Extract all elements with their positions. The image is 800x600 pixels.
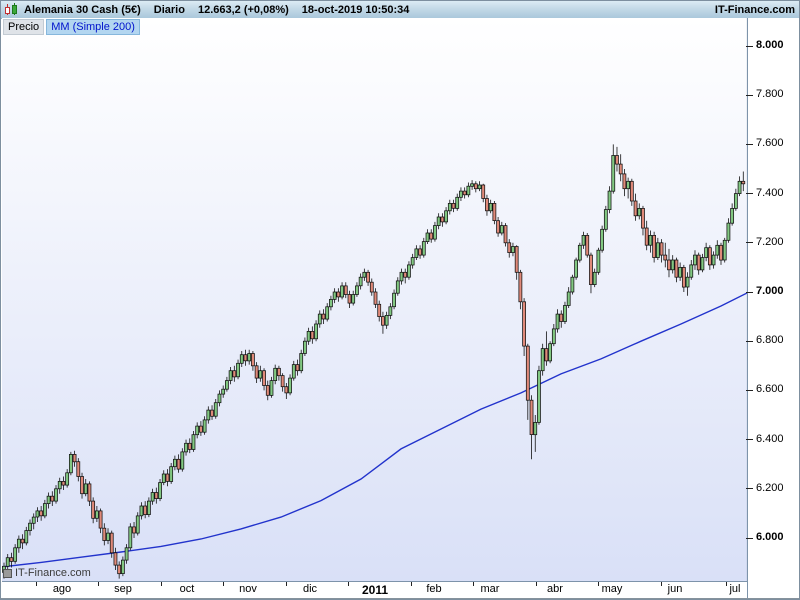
x-tick: [726, 582, 727, 586]
y-tick-label: 6.400: [756, 432, 784, 445]
x-tick-label: mar: [480, 583, 500, 595]
x-tick: [473, 582, 474, 586]
x-tick: [661, 582, 662, 586]
x-axis[interactable]: ago sep oct nov dic 2011 feb mar abr may jun jul: [1, 582, 747, 598]
moving-average-chip[interactable]: MM (Simple 200): [46, 19, 140, 35]
y-tick: [746, 94, 753, 96]
watermark: IT-Finance.com: [3, 567, 91, 579]
x-tick-label: oct: [179, 583, 195, 595]
y-tick: [746, 291, 753, 293]
x-tick-label: abr: [547, 583, 563, 595]
y-tick-label: 7.400: [756, 186, 784, 199]
x-tick: [286, 582, 287, 586]
y-tick: [746, 193, 753, 195]
x-tick: [36, 582, 37, 586]
y-tick-label: 7.800: [756, 88, 784, 101]
x-tick: [598, 582, 599, 586]
y-axis[interactable]: 8.000 7.800 7.600 7.400 7.200 7.000 6.800 6.600…: [746, 18, 799, 598]
quote-timestamp: 18-oct-2019 10:50:34: [301, 3, 410, 16]
x-tick-label: feb: [426, 583, 442, 595]
title-bar: Alemania 30 Cash (5€) Diario 12.663,2 (+…: [1, 1, 799, 19]
y-tick-label: 6.000: [756, 531, 784, 543]
watermark-text: IT-Finance.com: [15, 567, 91, 579]
x-tick: [411, 582, 412, 586]
y-tick-label: 6.800: [756, 334, 784, 347]
y-tick-label: 8.000: [756, 39, 784, 51]
y-tick-label: 7.600: [756, 137, 784, 150]
instrument-name: Alemania 30 Cash (5€): [24, 3, 141, 16]
y-tick: [746, 537, 753, 539]
legend: Precio MM (Simple 200): [3, 19, 140, 35]
x-tick: [536, 582, 537, 586]
y-tick: [746, 439, 753, 441]
bottom-scrollbar[interactable]: [1, 598, 799, 599]
x-tick: [223, 582, 224, 586]
x-tick: [98, 582, 99, 586]
x-tick-label: may: [601, 583, 623, 595]
timeframe-label: Diario: [153, 3, 185, 16]
x-tick: [161, 582, 162, 586]
x-tick-label: dic: [302, 583, 318, 595]
last-quote: 12.663,2 (+0,08%): [197, 3, 289, 16]
candlestick-icon: [5, 3, 17, 15]
y-tick: [746, 389, 753, 391]
x-tick-label: ago: [52, 583, 72, 595]
y-tick-label: 7.200: [756, 235, 784, 248]
x-tick-label: jun: [667, 583, 683, 595]
y-tick: [746, 340, 753, 342]
x-tick-label: jul: [729, 583, 741, 595]
brand-link[interactable]: IT-Finance.com: [714, 3, 795, 16]
x-tick-label: 2011: [361, 583, 389, 597]
y-tick: [746, 143, 753, 145]
y-tick-label: 6.200: [756, 481, 784, 494]
watermark-icon: [3, 568, 12, 578]
y-tick: [746, 488, 753, 490]
y-tick-label: 7.000: [756, 285, 784, 297]
x-tick: [348, 582, 349, 586]
price-series-chip[interactable]: Precio: [3, 19, 45, 35]
x-tick-label: nov: [239, 583, 257, 595]
y-tick: [746, 45, 753, 47]
y-tick: [746, 242, 753, 244]
x-tick-label: sep: [114, 583, 132, 595]
y-tick-label: 6.600: [756, 383, 784, 396]
